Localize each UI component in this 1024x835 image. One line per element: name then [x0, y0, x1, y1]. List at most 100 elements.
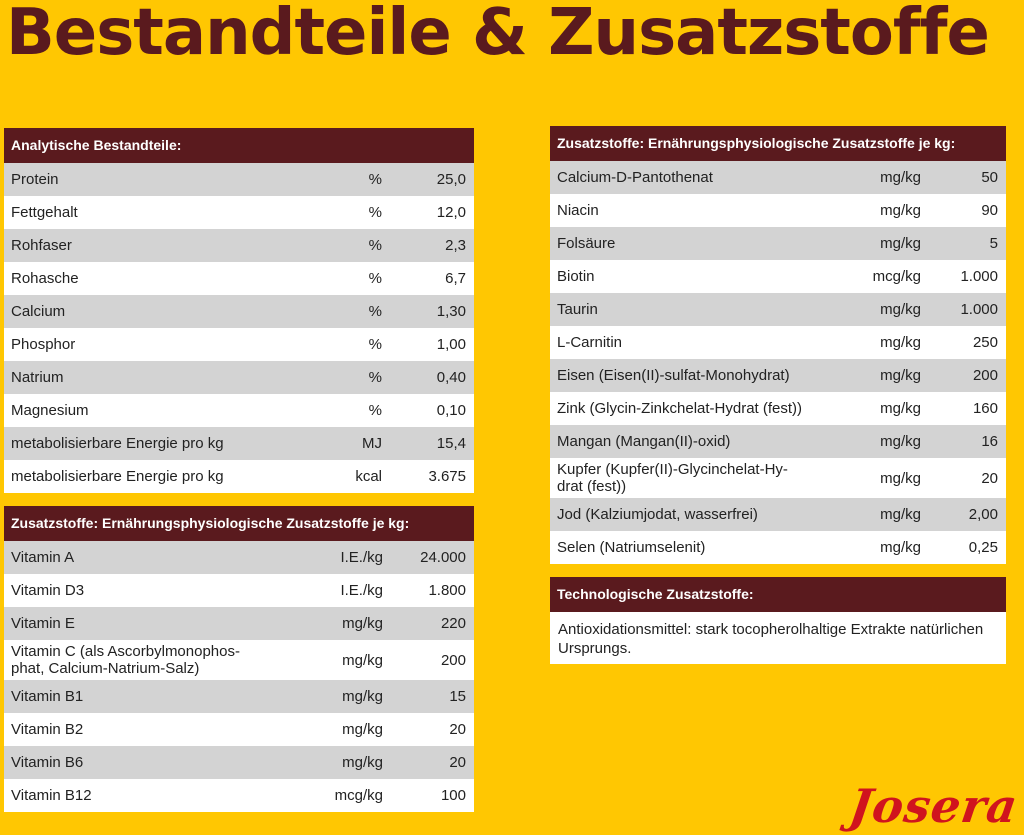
row-name: Rohasche — [11, 270, 79, 287]
row-value: 220 — [440, 615, 466, 632]
table-row: Vitamin B6 mg/kg 20 — [4, 746, 474, 779]
row-unit: mg/kg — [880, 539, 921, 556]
row-name: Biotin — [557, 268, 595, 285]
table-row: Vitamin B12 mcg/kg 100 — [4, 779, 474, 812]
technological-text: Antioxidationsmittel: stark tocopherolha… — [550, 612, 1006, 664]
vitamins-table: Zusatzstoffe: Ernährungsphysiologische Z… — [4, 506, 474, 812]
technological-table: Technologische Zusatzstoffe: Antioxidati… — [550, 577, 1006, 664]
page-title: Bestandteile & Zusatzstoffe — [6, 0, 990, 70]
row-unit: mg/kg — [880, 301, 921, 318]
row-name: Protein — [11, 171, 59, 188]
row-name: Rohfaser — [11, 237, 72, 254]
table-row: Vitamin B1 mg/kg 15 — [4, 680, 474, 713]
table-row: Eisen (Eisen(II)-sulfat-Monohydrat) mg/kg… — [550, 359, 1006, 392]
row-unit: mg/kg — [342, 615, 383, 632]
row-value: 1.800 — [428, 582, 466, 599]
analytic-table-header: Analytische Bestandteile: — [4, 128, 474, 163]
table-row: Mangan (Mangan(II)-oxid) mg/kg 16 — [550, 425, 1006, 458]
row-unit: mg/kg — [880, 367, 921, 384]
row-value: 12,0 — [436, 204, 466, 221]
technological-table-header: Technologische Zusatzstoffe: — [550, 577, 1006, 612]
row-value: 5 — [989, 235, 998, 252]
row-value: 3.675 — [428, 468, 466, 485]
row-value: 2,00 — [968, 506, 998, 523]
row-name: Zink (Glycin-Zinkchelat-Hydrat (fest)) — [557, 400, 803, 417]
table-row: Protein% 25,0 — [4, 163, 474, 196]
table-row: Biotin mcg/kg 1.000 — [550, 260, 1006, 293]
row-value: 250 — [972, 334, 998, 351]
josera-logo: Josera — [846, 779, 1022, 833]
row-unit: % — [368, 204, 382, 221]
row-name: Calcium-D-Pantothenat — [557, 169, 713, 186]
row-unit: mg/kg — [342, 688, 383, 705]
row-name-line-2: phat, Calcium-Natrium-Salz) — [11, 660, 200, 677]
table-row: Zink (Glycin-Zinkchelat-Hydrat (fest)) mg… — [550, 392, 1006, 425]
row-name: Fettgehalt — [11, 204, 78, 221]
row-name-line-2: drat (fest)) — [557, 478, 627, 495]
row-value: 100 — [440, 787, 466, 804]
row-name: Mangan (Mangan(II)-oxid) — [557, 433, 731, 450]
table-row: Jod (Kalziumjodat, wasserfrei) mg/kg 2,00 — [550, 498, 1006, 531]
table-row: Taurin mg/kg 1.000 — [550, 293, 1006, 326]
row-name: Selen (Natriumselenit) — [557, 539, 706, 556]
row-value: 0,10 — [436, 402, 466, 419]
table-row: Phosphor% 1,00 — [4, 328, 474, 361]
row-unit: mcg/kg — [872, 268, 921, 285]
table-row: metabolisierbare Energie pro kg MJ 15,4 — [4, 427, 474, 460]
row-name: Taurin — [557, 301, 598, 318]
row-name: Niacin — [557, 202, 599, 219]
table-row: Folsäure mg/kg 5 — [550, 227, 1006, 260]
row-name: metabolisierbare Energie pro kg — [11, 468, 224, 485]
row-unit: mg/kg — [880, 169, 921, 186]
row-unit: % — [368, 402, 382, 419]
row-value: 0,25 — [968, 539, 998, 556]
row-name: Folsäure — [557, 235, 616, 252]
row-name: Jod (Kalziumjodat, wasserfrei) — [557, 506, 758, 523]
row-unit: I.E./kg — [340, 582, 383, 599]
row-name: Vitamin B1 — [11, 688, 84, 705]
table-row: metabolisierbare Energie pro kg kcal 3.675 — [4, 460, 474, 493]
row-value: 2,3 — [445, 237, 466, 254]
row-value: 6,7 — [445, 270, 466, 287]
row-unit: MJ — [362, 435, 382, 452]
row-unit: mg/kg — [880, 506, 921, 523]
row-value: 200 — [972, 367, 998, 384]
table-row: Calcium-D-Pantothenat mg/kg 50 — [550, 161, 1006, 194]
row-name: Vitamin C (als Ascorbylmonophos-phat, Ca… — [4, 643, 293, 677]
row-value: 90 — [981, 202, 998, 219]
table-row: Natrium% 0,40 — [4, 361, 474, 394]
row-value: 15 — [449, 688, 466, 705]
row-name: Vitamin B6 — [11, 754, 84, 771]
row-unit: % — [368, 303, 382, 320]
row-unit: mcg/kg — [334, 787, 383, 804]
row-unit: % — [368, 237, 382, 254]
table-row: Kupfer (Kupfer(II)-Glycinchelat-Hy-drat … — [550, 458, 1006, 498]
table-row: Vitamin D3 I.E./kg 1.800 — [4, 574, 474, 607]
row-value: 25,0 — [436, 171, 466, 188]
row-unit: % — [368, 270, 382, 287]
row-name: Magnesium — [11, 402, 89, 419]
row-name: Vitamin D3 — [11, 582, 85, 599]
row-value: 20 — [449, 721, 466, 738]
row-value: 1,00 — [436, 336, 466, 353]
row-value: 24.000 — [420, 549, 466, 566]
row-name: Calcium — [11, 303, 66, 320]
table-row: Niacin mg/kg 90 — [550, 194, 1006, 227]
row-value: 16 — [981, 433, 998, 450]
row-name: Vitamin B12 — [11, 787, 92, 804]
row-name: Natrium — [11, 369, 64, 386]
table-row: Vitamin E mg/kg 220 — [4, 607, 474, 640]
row-name: Vitamin B2 — [11, 721, 84, 738]
row-name: L-Carnitin — [557, 334, 623, 351]
table-row: Rohfaser% 2,3 — [4, 229, 474, 262]
vitamins-table-header: Zusatzstoffe: Ernährungsphysiologische Z… — [4, 506, 474, 541]
row-name: metabolisierbare Energie pro kg — [11, 435, 224, 452]
table-row: Rohasche% 6,7 — [4, 262, 474, 295]
row-unit: mg/kg — [880, 202, 921, 219]
row-unit: % — [368, 336, 382, 353]
row-name-line-1: Vitamin C (als Ascorbylmonophos- — [11, 643, 240, 660]
row-value: 160 — [972, 400, 998, 417]
row-unit: mg/kg — [342, 754, 383, 771]
row-value: 1.000 — [960, 301, 998, 318]
row-unit: mg/kg — [880, 334, 921, 351]
